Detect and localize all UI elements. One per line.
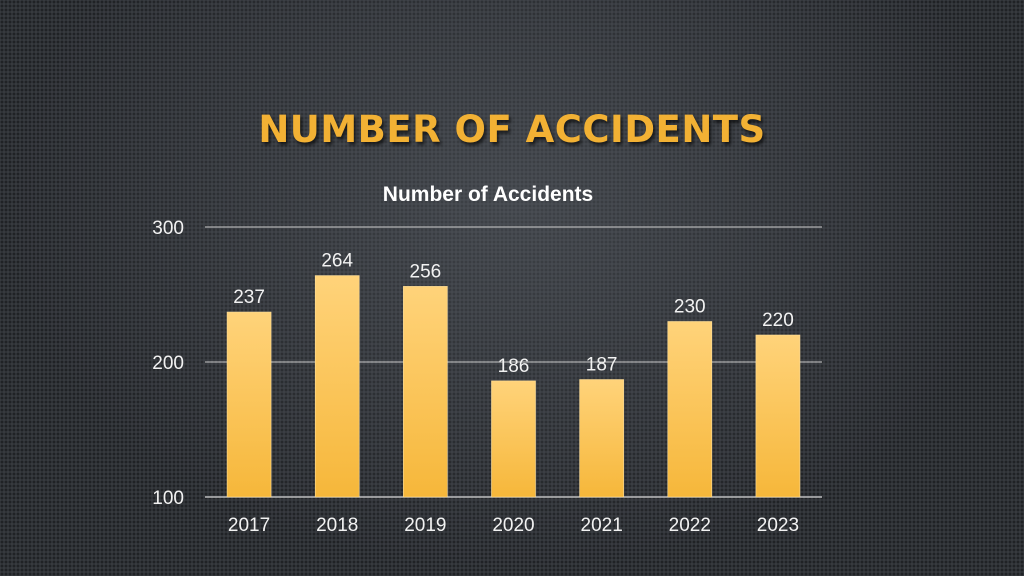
x-tick-label: 2017 (228, 515, 270, 536)
data-label: 220 (762, 310, 794, 331)
slide-title: NUMBER OF ACCIDENTS (258, 108, 766, 151)
data-label: 187 (586, 355, 618, 376)
x-tick-label: 2022 (669, 515, 711, 536)
y-tick-label: 300 (152, 218, 184, 239)
x-tick-label: 2019 (404, 515, 446, 536)
data-label: 237 (233, 287, 265, 308)
bar-2020 (491, 380, 536, 498)
bar-2019 (403, 286, 448, 498)
data-label: 230 (674, 297, 706, 318)
x-tick-label: 2021 (581, 515, 623, 536)
bar-2021 (579, 379, 624, 498)
bar-2018 (314, 275, 360, 498)
x-tick-label: 2020 (492, 515, 534, 536)
data-label: 186 (498, 356, 530, 377)
bar-2023 (755, 334, 801, 498)
y-tick-label: 100 (152, 488, 184, 509)
data-label: 264 (321, 251, 353, 272)
chart-title: Number of Accidents (383, 183, 593, 206)
x-tick-label: 2018 (316, 515, 358, 536)
x-tick-label: 2023 (757, 515, 799, 536)
bar-2022 (667, 321, 713, 498)
data-label: 256 (410, 261, 442, 282)
y-tick-label: 200 (152, 353, 184, 374)
bar-2017 (226, 311, 272, 498)
